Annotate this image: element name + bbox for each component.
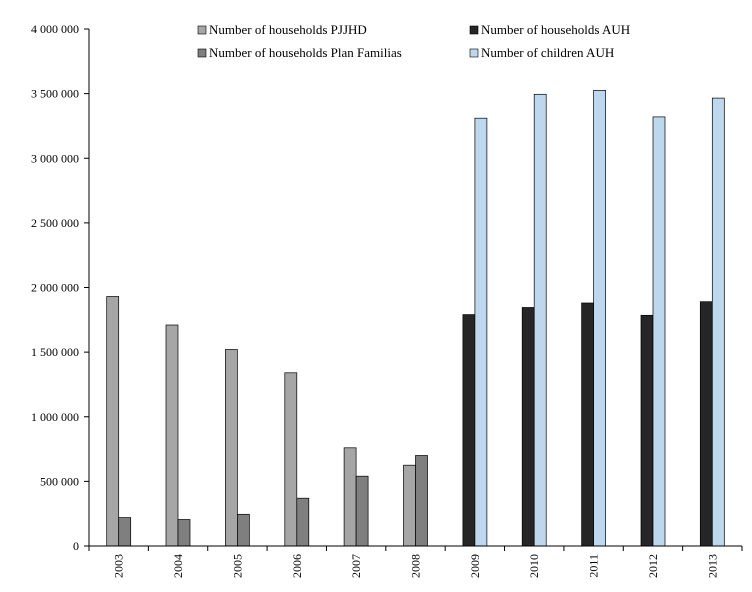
x-tick-label: 2013: [705, 554, 719, 578]
x-tick-label: 2008: [409, 554, 423, 578]
y-tick-label: 0: [73, 539, 79, 553]
bar-2-2011: [581, 302, 594, 547]
bar-0-2004: [165, 324, 179, 547]
axes: 0 500 000 1 000 000 1 500 000 2 000 000 2 500…: [31, 22, 743, 578]
bar-1-2005: [237, 513, 250, 547]
legend-label: Number of households PJJHD: [209, 22, 367, 37]
y-tick-label: 3 500 000: [31, 87, 79, 101]
bar-2-2012: [640, 314, 654, 547]
bar-0-2006: [284, 372, 298, 547]
bar-1-2004: [177, 519, 191, 547]
x-tick-label: 2003: [112, 554, 126, 578]
y-tick-label: 2 000 000: [31, 281, 79, 295]
x-tick-label: 2012: [646, 554, 660, 578]
bar-3-2013: [711, 97, 725, 547]
bar-3-2010: [533, 93, 547, 547]
plot-area: [106, 90, 725, 547]
legend-swatch: [197, 25, 207, 35]
y-tick-label: 1 500 000: [31, 345, 79, 359]
x-tick-label: 2005: [230, 554, 244, 578]
bar-0-2005: [225, 349, 238, 547]
bar-3-2009: [474, 117, 488, 547]
legend-label: Number of children AUH: [481, 45, 614, 60]
bar-3-2012: [652, 116, 666, 547]
y-tick-label: 2 500 000: [31, 216, 79, 230]
bar-0-2008: [403, 464, 416, 547]
bar-2-2010: [521, 307, 535, 547]
legend-swatch: [469, 25, 479, 35]
x-tick-label: 2007: [349, 554, 363, 578]
bar-1-2006: [296, 497, 310, 547]
bar-0-2003: [106, 296, 120, 547]
legend: Number of households PJJHD Number of hous…: [197, 22, 630, 60]
y-tick-label: 3 000 000: [31, 151, 79, 165]
y-tick-label: 4 000 000: [31, 22, 79, 36]
bar-1-2008: [415, 455, 428, 547]
legend-swatch: [469, 48, 479, 58]
x-tick-label: 2011: [587, 554, 601, 578]
x-tick-label: 2004: [171, 554, 185, 578]
x-tick-label: 2010: [527, 554, 541, 578]
legend-label: Number of households Plan Familias: [209, 45, 402, 60]
legend-swatch: [197, 48, 207, 58]
bar-2-2009: [462, 314, 476, 547]
bar-1-2003: [118, 517, 132, 547]
bar-0-2007: [343, 447, 357, 547]
x-tick-label: 2006: [290, 554, 304, 578]
x-tick-label: 2009: [468, 554, 482, 578]
bar-3-2011: [593, 90, 606, 547]
bar-1-2007: [355, 475, 369, 547]
bar-2-2013: [699, 301, 713, 547]
legend-label: Number of households AUH: [481, 22, 630, 37]
y-tick-label: 500 000: [40, 474, 79, 488]
y-tick-label: 1 000 000: [31, 410, 79, 424]
